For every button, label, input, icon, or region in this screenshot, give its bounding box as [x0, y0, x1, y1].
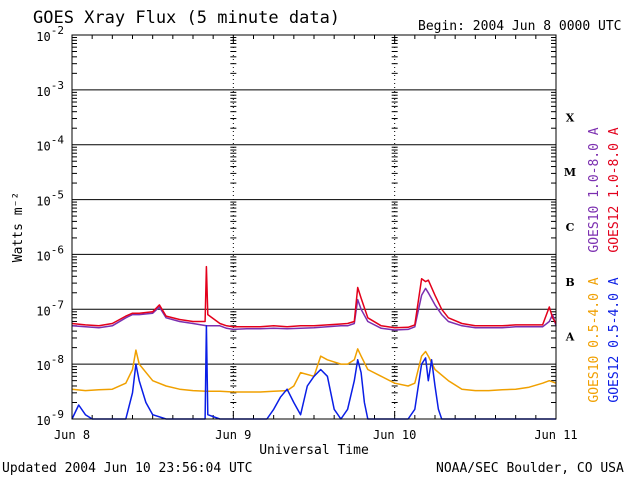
legend-item-goes10-0-5-4-0-a: GOES10 0.5-4.0 A: [587, 277, 602, 402]
grid-lines: [72, 89, 556, 365]
x-tick-label: Jun 11: [534, 428, 577, 442]
x-tick-labels: Jun 8 Jun 9 Jun 10 Jun 11: [54, 428, 578, 442]
y-tick-label: 10-7: [36, 298, 64, 318]
series-line-goes10-1-0-8-0-a: [71, 287, 557, 331]
legend-item-goes12-0-5-4-0-a: GOES12 0.5-4.0 A: [607, 277, 622, 402]
y-tick-label: 10-4: [36, 134, 64, 154]
y-axis-label: Watts m⁻²: [11, 192, 26, 262]
y-tick-label: 10-6: [36, 243, 64, 263]
series-line-goes10-0-5-4-0-a: [71, 348, 557, 393]
chart-title: GOES Xray Flux (5 minute data): [33, 8, 341, 28]
flare-class-m: M: [564, 166, 576, 179]
flare-class-c: C: [566, 221, 575, 234]
series-lines: [71, 265, 557, 420]
x-axis-label: Universal Time: [259, 443, 369, 458]
series-line-goes12-1-0-8-0-a: [71, 265, 557, 329]
y-tick-label: 10-3: [36, 79, 64, 99]
legend-item-goes10-1-0-8-0-a: GOES10 1.0-8.0 A: [587, 127, 602, 252]
y-tick-label: 10-2: [36, 24, 64, 44]
series-line-goes12-0-5-4-0-a: [71, 325, 556, 420]
y-tick-label: 10-9: [36, 408, 64, 428]
x-tick-label: Jun 9: [215, 428, 251, 442]
y-tick-label: 10-8: [36, 353, 64, 373]
x-tick-label: Jun 10: [373, 428, 416, 442]
flare-class-x: X: [566, 111, 575, 124]
x-tick-label: Jun 8: [54, 428, 90, 442]
minor-ticks: [71, 35, 557, 419]
flare-class-a: A: [565, 331, 575, 344]
updated-timestamp: Updated 2004 Jun 10 23:56:04 UTC: [2, 461, 253, 476]
credit-label: NOAA/SEC Boulder, CO USA: [436, 461, 624, 476]
y-tick-labels: 10-2 10-3 10-4 10-5 10-6 10-7 10-8 10-9: [36, 24, 64, 428]
y-tick-label: 10-5: [36, 189, 64, 209]
flare-class-labels: X M C B A: [564, 111, 576, 343]
flare-class-b: B: [565, 276, 574, 289]
begin-time-label: Begin: 2004 Jun 8 0000 UTC: [418, 19, 622, 34]
plot-frame: [71, 34, 557, 420]
legend: GOES10 1.0-8.0 A GOES12 1.0-8.0 A GOES10 0…: [587, 127, 622, 402]
legend-item-goes12-1-0-8-0-a: GOES12 1.0-8.0 A: [607, 127, 622, 252]
